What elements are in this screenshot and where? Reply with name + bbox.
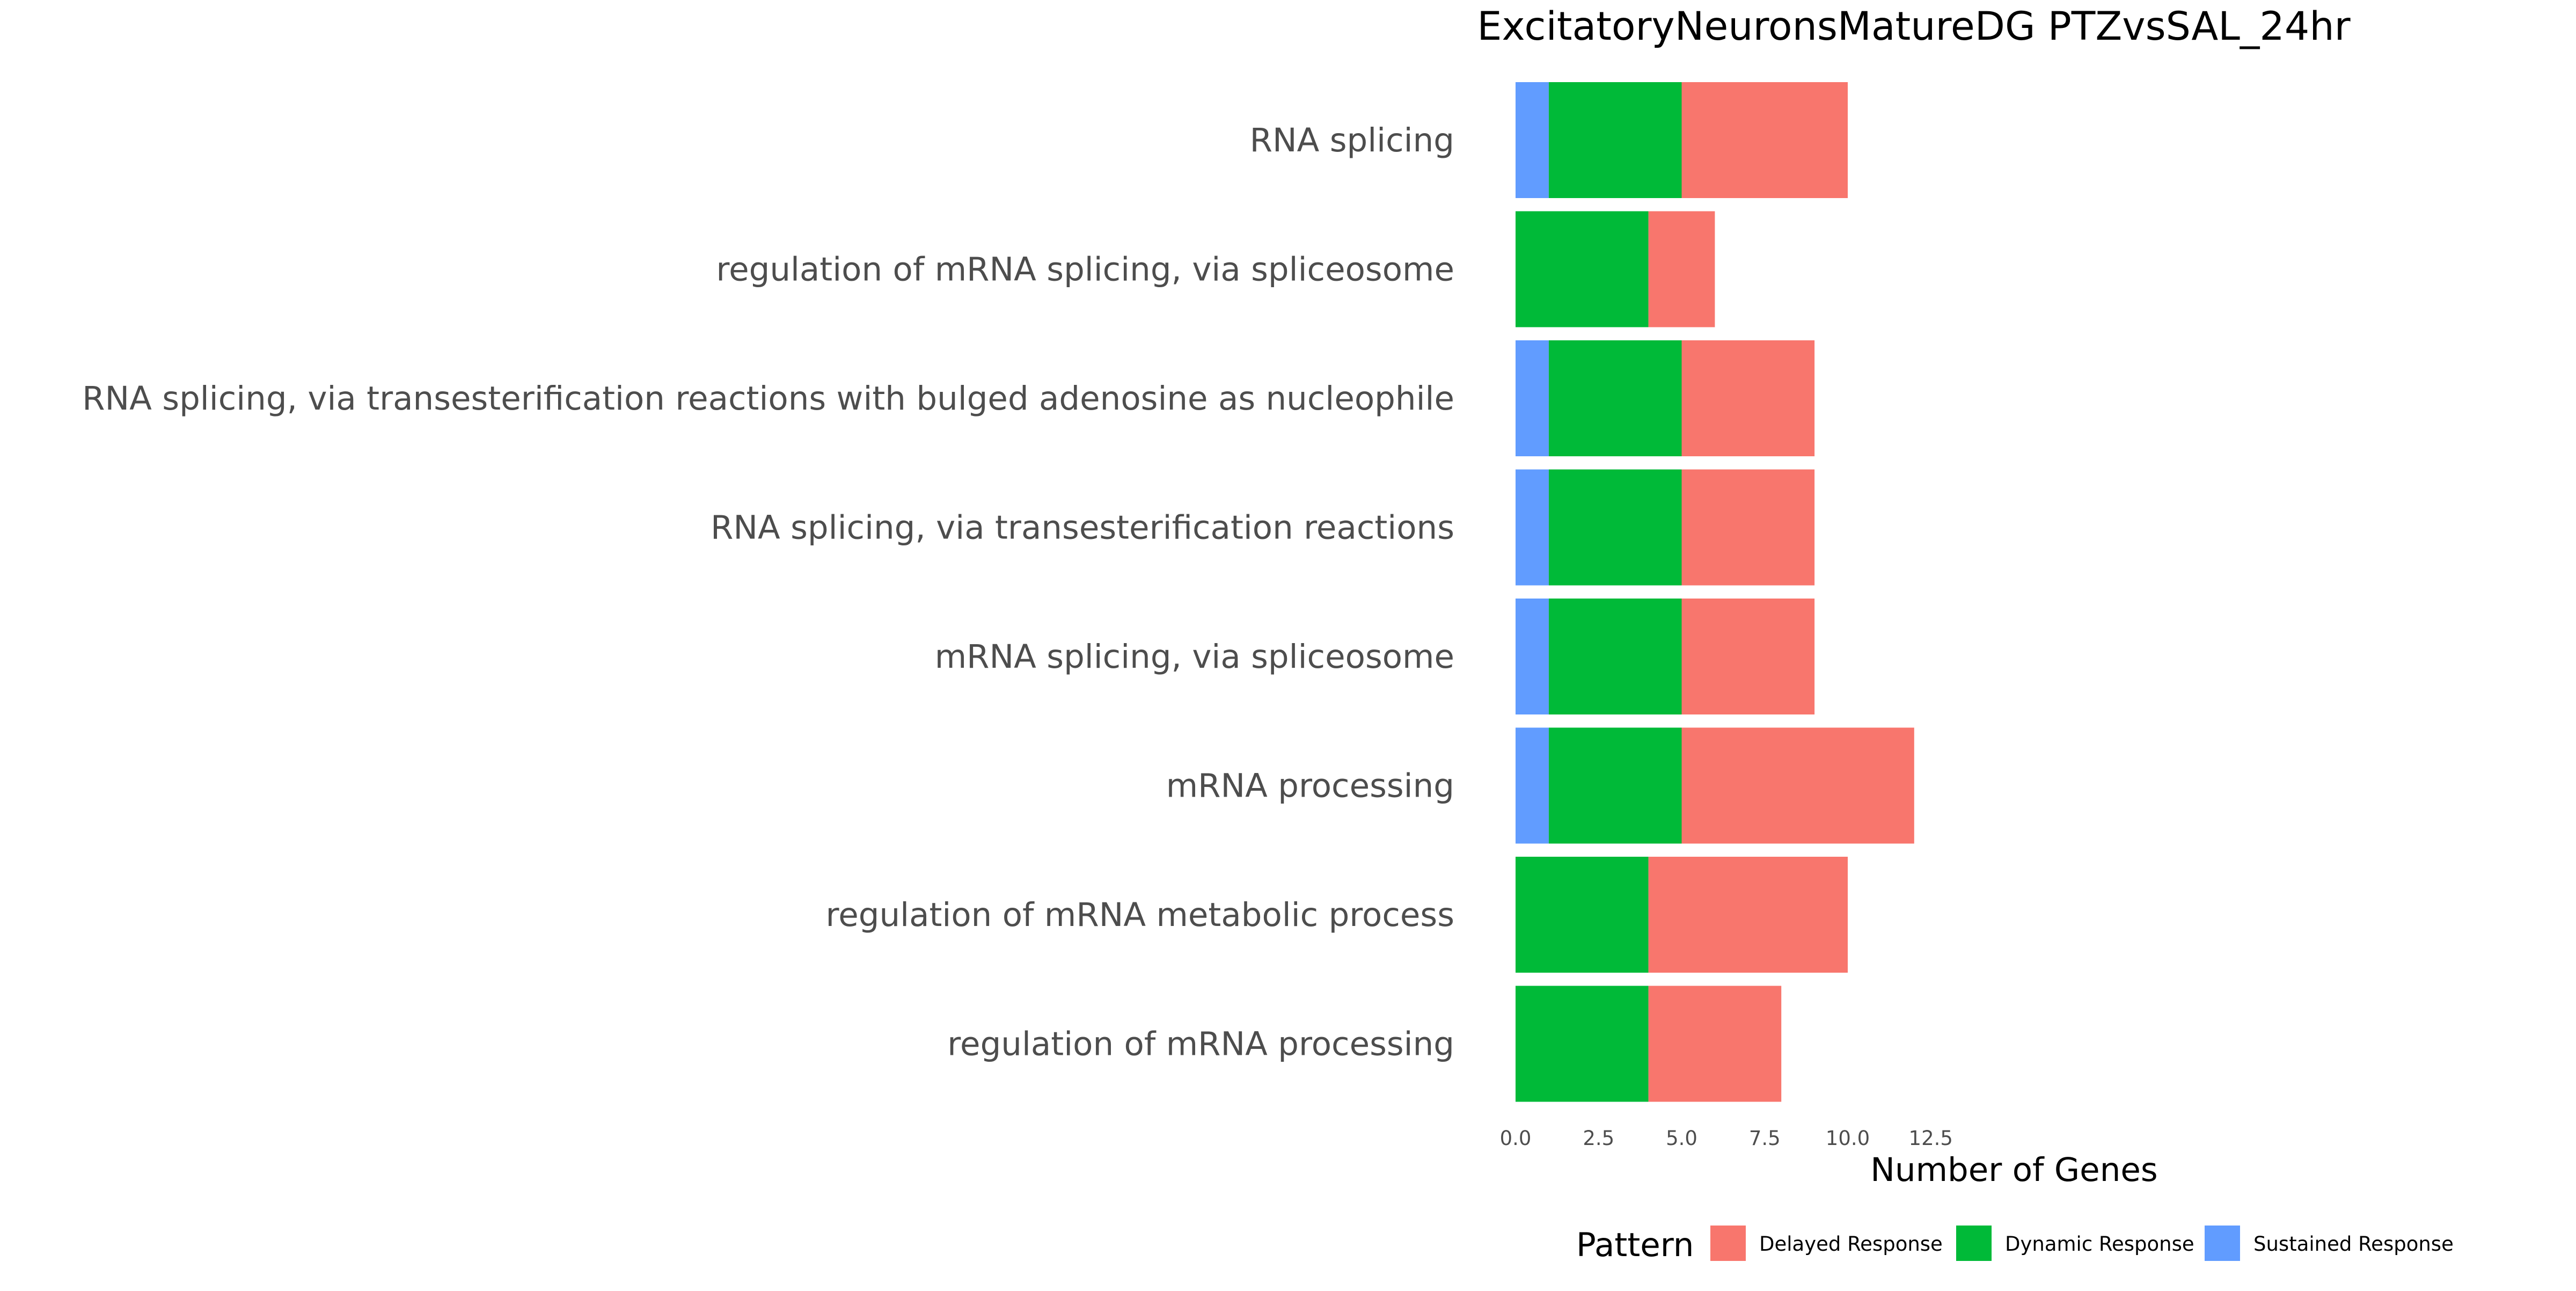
category-label: mRNA processing	[1166, 767, 1454, 805]
bar-segment-sustained-response	[1516, 727, 1549, 844]
category-label: RNA splicing	[1250, 121, 1454, 159]
category-labels: RNA splicing regulation of mRNA splicing,…	[82, 121, 1454, 1063]
legend-label: Dynamic Response	[2005, 1232, 2194, 1256]
bar-segment-delayed-response	[1648, 986, 1782, 1102]
legend-key-dynamic-response	[1956, 1226, 1992, 1261]
bar-segment-dynamic-response	[1516, 211, 1649, 327]
category-label: mRNA splicing, via spliceosome	[935, 638, 1454, 676]
bar-segment-dynamic-response	[1548, 340, 1682, 456]
bar-segment-delayed-response	[1681, 82, 1848, 198]
legend-item-dynamic-response: Dynamic Response	[1956, 1226, 2194, 1261]
x-tick-label: 0.0	[1500, 1127, 1532, 1150]
bar-segment-delayed-response	[1648, 857, 1848, 973]
bar-segment-dynamic-response	[1516, 857, 1649, 973]
bar-segment-dynamic-response	[1548, 599, 1682, 714]
bar-segment-dynamic-response	[1548, 727, 1682, 844]
bars-group	[1516, 82, 1914, 1102]
x-tick-label: 7.5	[1749, 1127, 1781, 1150]
legend-key-sustained-response	[2205, 1226, 2240, 1261]
bar-segment-delayed-response	[1681, 727, 1914, 844]
bar-segment-delayed-response	[1648, 211, 1715, 327]
bar-segment-delayed-response	[1681, 340, 1815, 456]
category-label: regulation of mRNA metabolic process	[826, 896, 1454, 934]
legend-item-sustained-response: Sustained Response	[2205, 1226, 2454, 1261]
category-label: RNA splicing, via transesterification re…	[82, 380, 1454, 418]
x-tick-label: 5.0	[1666, 1127, 1697, 1150]
bar-segment-sustained-response	[1516, 82, 1549, 198]
bar-segment-sustained-response	[1516, 599, 1549, 714]
x-tick-label: 10.0	[1826, 1127, 1870, 1150]
x-axis-ticks: 0.0 2.5 5.0 7.5 10.0 12.5	[1500, 1127, 1953, 1150]
category-label: regulation of mRNA processing	[947, 1025, 1454, 1063]
x-tick-label: 12.5	[1909, 1127, 1953, 1150]
x-tick-label: 2.5	[1583, 1127, 1614, 1150]
chart-title: ExcitatoryNeuronsMatureDG PTZvsSAL_24hr	[1477, 4, 2351, 49]
bar-segment-sustained-response	[1516, 469, 1549, 586]
bar-segment-dynamic-response	[1516, 986, 1649, 1102]
category-label: RNA splicing, via transesterification re…	[711, 509, 1454, 547]
legend: Pattern Delayed Response Dynamic Response…	[1576, 1226, 2454, 1264]
bar-segment-delayed-response	[1681, 469, 1815, 586]
category-label: regulation of mRNA splicing, via spliceo…	[716, 251, 1454, 289]
bar-segment-delayed-response	[1681, 599, 1815, 714]
bar-segment-sustained-response	[1516, 340, 1549, 456]
bar-segment-dynamic-response	[1548, 82, 1682, 198]
bar-segment-dynamic-response	[1548, 469, 1682, 586]
legend-key-delayed-response	[1710, 1226, 1746, 1261]
legend-label: Sustained Response	[2253, 1232, 2454, 1256]
x-axis-title: Number of Genes	[1870, 1151, 2157, 1189]
legend-title: Pattern	[1576, 1226, 1694, 1264]
legend-label: Delayed Response	[1759, 1232, 1943, 1256]
legend-item-delayed-response: Delayed Response	[1710, 1226, 1943, 1261]
